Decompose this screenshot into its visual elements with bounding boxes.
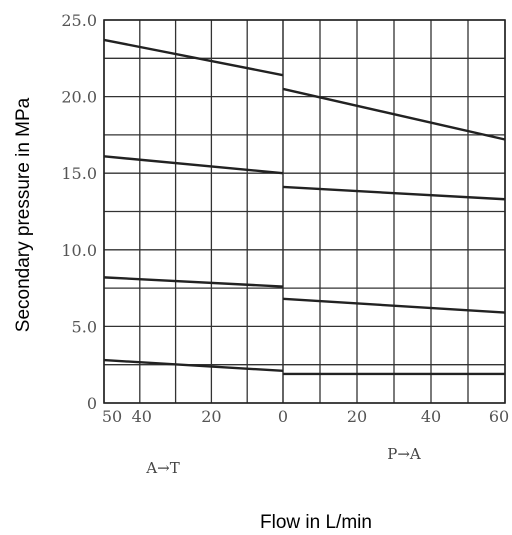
- plot-frame: [103, 19, 506, 404]
- series-line-left-2: [103, 155, 284, 175]
- x-tick-label: 40: [421, 407, 441, 426]
- right-direction-label: P→A: [387, 445, 421, 463]
- y-axis-title: Secondary pressure in MPa: [13, 97, 34, 332]
- x-tick-label: 20: [347, 407, 367, 426]
- series-line-left-1: [103, 38, 284, 77]
- x-tick-label: 60: [489, 407, 509, 426]
- x-tick-label: 20: [201, 407, 221, 426]
- y-tick-label: 0: [87, 394, 97, 413]
- series-line-right-1: [282, 87, 506, 141]
- series-line-left-4: [103, 358, 284, 373]
- series-lines: [103, 38, 506, 376]
- y-tick-label: 10.0: [61, 241, 97, 260]
- series-line-left-3: [103, 276, 284, 288]
- y-tick-label: 15.0: [61, 164, 97, 183]
- y-tick-label: 25.0: [61, 11, 97, 30]
- series-line-right-3: [282, 297, 506, 314]
- x-tick-label: 40: [132, 407, 152, 426]
- y-tick-label: 5.0: [72, 317, 97, 336]
- left-direction-label: A→T: [145, 459, 179, 477]
- series-line-right-2: [282, 185, 506, 201]
- x-axis-title: Flow in L/min: [260, 512, 372, 533]
- y-tick-label: 20.0: [61, 88, 97, 107]
- x-tick-label: 0: [278, 407, 288, 426]
- plot-grid: [103, 19, 506, 404]
- x-tick-labels: 50 40 20 0 20 40 60: [102, 407, 509, 426]
- x-tick-label: 50: [102, 407, 122, 426]
- y-tick-labels: 0 5.0 10.0 15.0 20.0 25.0: [61, 11, 97, 413]
